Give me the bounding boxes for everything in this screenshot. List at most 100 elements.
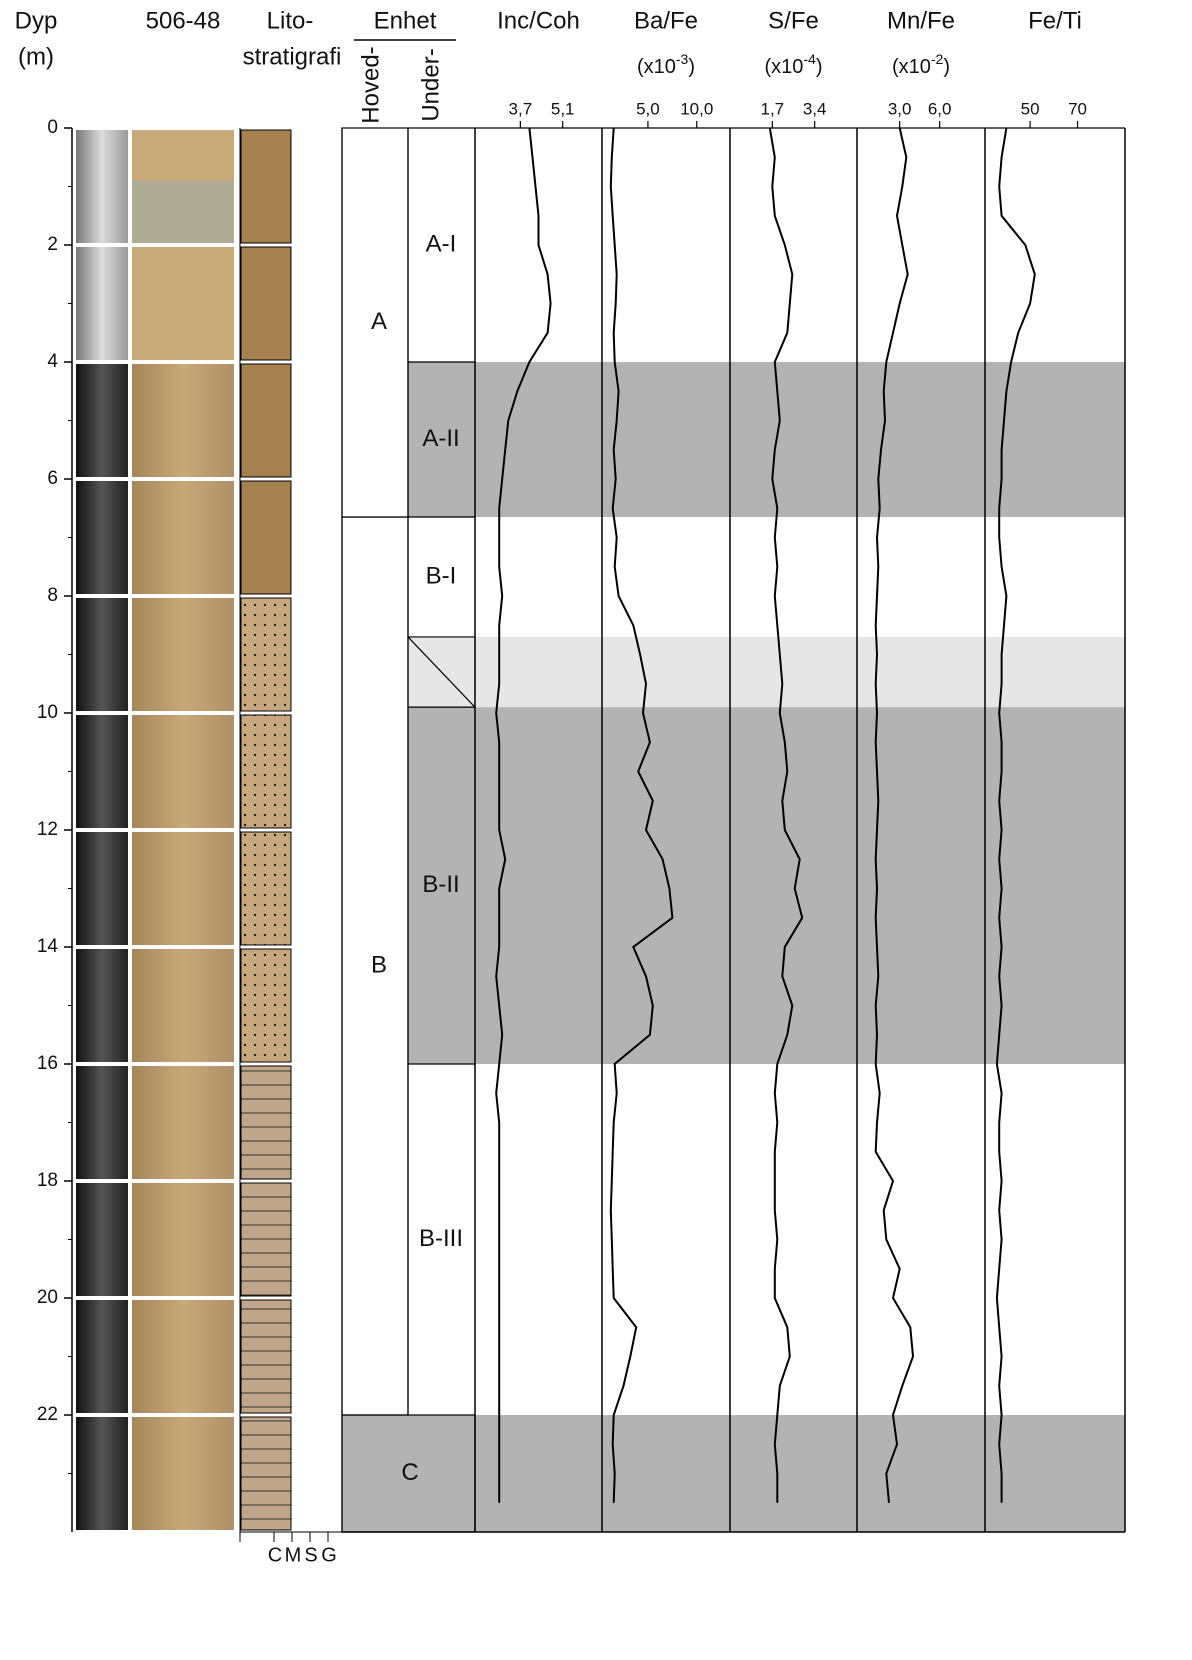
core-photo (132, 1300, 234, 1413)
core-gray (76, 481, 128, 594)
litho-section (241, 1417, 291, 1530)
panel-unit: (x10-3) (637, 51, 695, 79)
panel-title: Fe/Ti (1028, 7, 1082, 34)
core-gray (76, 832, 128, 945)
x-tick-label: 5,0 (636, 99, 660, 118)
litho-title: Lito- (267, 7, 314, 34)
core-gray (76, 1066, 128, 1179)
core-photo (132, 1066, 234, 1179)
depth-tick-label: 0 (47, 117, 58, 138)
sub-unit-label: B-I (426, 562, 457, 589)
core-gray (76, 1417, 128, 1530)
grain-size-label: M (285, 1544, 302, 1566)
main-unit-label: B (371, 951, 387, 978)
core-gray (76, 130, 128, 243)
main-header: Hoved- (357, 46, 384, 123)
litho-title: stratigrafi (243, 43, 342, 70)
x-tick-label: 70 (1068, 99, 1087, 118)
litho-section (241, 130, 291, 243)
panel-unit-part: -2 (931, 51, 944, 67)
panel-unit: (x10-2) (892, 51, 950, 79)
depth-tick-label: 18 (37, 1170, 58, 1191)
x-tick-label: 5,1 (551, 99, 575, 118)
core-photo (132, 1417, 234, 1530)
x-tick-label: 3,4 (803, 99, 827, 118)
sub-unit-label: A-I (426, 230, 457, 257)
units-title: Enhet (374, 7, 437, 34)
panel-unit-part: ) (816, 56, 823, 78)
x-tick-label: 1,7 (761, 99, 785, 118)
core-photo (132, 832, 234, 945)
core-photo (132, 598, 234, 711)
core-photo-blue (132, 181, 234, 243)
panel-unit-part: ) (943, 56, 950, 78)
litho-section (241, 832, 291, 945)
depth-tick-label: 8 (47, 585, 58, 606)
x-tick-label: 10,0 (680, 99, 713, 118)
depth-unit: (m) (18, 43, 54, 70)
main-unit-label: C (401, 1459, 418, 1486)
litho-section (241, 1300, 291, 1413)
depth-label: Dyp (15, 7, 58, 34)
core-gray (76, 1300, 128, 1413)
core-gray (76, 364, 128, 477)
panel-unit: (x10-4) (764, 51, 822, 79)
grain-size-label: G (321, 1544, 337, 1566)
sub-unit-label: B-III (419, 1225, 463, 1252)
unit-band (408, 637, 1125, 707)
core-gray (76, 715, 128, 828)
depth-tick-label: 22 (37, 1404, 58, 1425)
unit-band (408, 362, 1125, 517)
x-tick-label: 6,0 (928, 99, 952, 118)
litho-section (241, 247, 291, 360)
depth-tick-label: 2 (47, 234, 58, 255)
core-photo (132, 1183, 234, 1296)
unit-band (408, 707, 1125, 1064)
litho-section (241, 1183, 291, 1296)
x-tick-label: 50 (1021, 99, 1040, 118)
depth-tick-label: 6 (47, 468, 58, 489)
panel-unit-part: ) (688, 56, 695, 78)
sub-unit-label: B-II (422, 871, 459, 898)
panel-title: Ba/Fe (634, 7, 698, 34)
core-photo (132, 364, 234, 477)
core-photo (132, 949, 234, 1062)
litho-section (241, 598, 291, 711)
depth-tick-label: 4 (47, 351, 58, 372)
sub-header: Under- (417, 48, 444, 121)
core-gray (76, 247, 128, 360)
core-photo (132, 247, 234, 360)
sub-unit-label: A-II (422, 425, 459, 452)
panel-unit-part: -3 (676, 51, 689, 67)
panel-title: S/Fe (768, 7, 819, 34)
litho-section (241, 715, 291, 828)
x-tick-label: 3,0 (888, 99, 912, 118)
unit-band (342, 1415, 1125, 1532)
panel-unit-part: -4 (803, 51, 816, 67)
figure: Dyp (m) 506-48 Lito- stratigrafi Enhet H… (0, 0, 1192, 1660)
litho-section (241, 1066, 291, 1179)
x-tick-label: 3,7 (509, 99, 533, 118)
depth-tick-label: 20 (37, 1287, 58, 1308)
core-gray (76, 949, 128, 1062)
panel-unit-part: (x10 (764, 56, 803, 78)
core-label: 506-48 (146, 7, 221, 34)
grain-size-label: C (268, 1544, 282, 1566)
core-gray (76, 598, 128, 711)
litho-section (241, 364, 291, 477)
depth-tick-label: 14 (37, 936, 59, 957)
depth-tick-label: 10 (37, 702, 58, 723)
depth-tick-label: 16 (37, 1053, 58, 1074)
main-unit-label: A (371, 308, 387, 335)
depth-tick-label: 12 (37, 819, 58, 840)
core-photo (132, 481, 234, 594)
grain-size-label: S (304, 1544, 317, 1566)
panel-unit-part: (x10 (892, 56, 931, 78)
panel-unit-part: (x10 (637, 56, 676, 78)
core-gray (76, 1183, 128, 1296)
panel-title: Inc/Coh (497, 7, 580, 34)
litho-section (241, 481, 291, 594)
litho-section (241, 949, 291, 1062)
panel-title: Mn/Fe (887, 7, 955, 34)
core-photo (132, 715, 234, 828)
